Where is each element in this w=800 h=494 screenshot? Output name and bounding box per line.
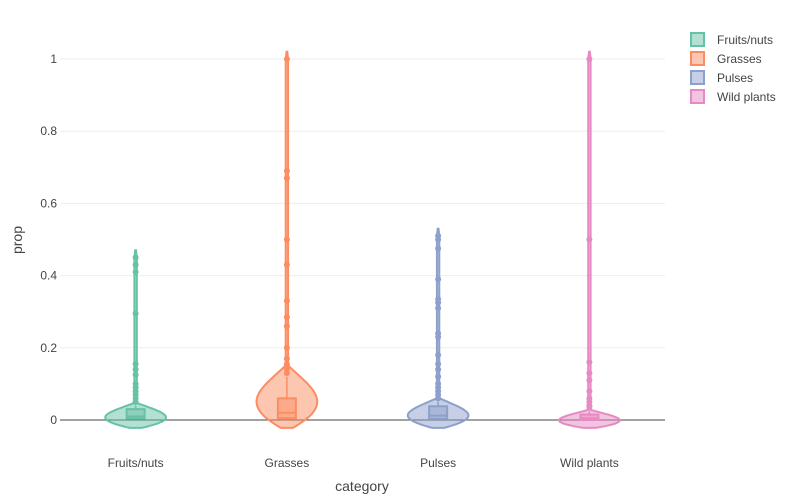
violin-shape (406, 227, 470, 429)
outlier-point[interactable] (283, 175, 290, 182)
legend-swatch (690, 51, 705, 66)
outlier-point[interactable] (283, 261, 290, 268)
box (276, 397, 297, 420)
gridlines (60, 58, 665, 349)
outlier-point[interactable] (283, 370, 290, 377)
legend-label: Wild plants (717, 90, 776, 104)
legend-label: Fruits/nuts (717, 33, 773, 47)
outlier-point[interactable] (586, 56, 593, 62)
y-tick-labels: 0 0.2 0.4 0.6 0.8 1 (40, 52, 57, 427)
outlier-point[interactable] (435, 305, 442, 312)
box (428, 405, 449, 420)
outlier-point[interactable] (283, 323, 290, 330)
x-tick-labels: Fruits/nuts Grasses Pulses Wild plants (108, 456, 619, 470)
legend-swatch (690, 32, 705, 47)
outlier-point[interactable] (283, 297, 290, 304)
outlier-point[interactable] (283, 236, 290, 243)
y-tick-label: 0.4 (40, 269, 57, 283)
legend-label: Pulses (717, 71, 753, 85)
outlier-point[interactable] (283, 314, 290, 321)
y-tick-label: 0.8 (40, 124, 57, 138)
y-tick-label: 0.6 (40, 196, 57, 210)
outlier-point[interactable] (132, 261, 139, 268)
outlier-point[interactable] (132, 361, 139, 368)
x-tick-label: Wild plants (560, 456, 619, 470)
outlier-point[interactable] (435, 366, 442, 373)
outlier-point[interactable] (435, 373, 442, 380)
legend-label: Grasses (717, 52, 762, 66)
y-tick-label: 1 (50, 52, 57, 66)
outlier-point[interactable] (586, 388, 593, 395)
y-tick-label: 0.2 (40, 341, 57, 355)
outlier-point[interactable] (435, 395, 442, 402)
outlier-point[interactable] (435, 245, 442, 252)
legend[interactable]: Fruits/nuts Grasses Pulses Wild plants (690, 32, 776, 104)
legend-swatch (690, 89, 705, 104)
violins (104, 50, 621, 429)
x-axis-title: category (335, 478, 389, 494)
outlier-point[interactable] (132, 310, 139, 317)
violin-grasses[interactable] (255, 50, 319, 429)
violin-fruits-nuts[interactable] (104, 249, 168, 429)
outlier-point[interactable] (283, 344, 290, 351)
outlier-point[interactable] (586, 377, 593, 384)
outlier-point[interactable] (435, 333, 442, 340)
outlier-point[interactable] (283, 167, 290, 174)
outlier-point[interactable] (132, 268, 139, 275)
outlier-point[interactable] (132, 371, 139, 378)
violin-pulses[interactable] (406, 227, 470, 429)
outlier-point[interactable] (283, 361, 290, 368)
outlier-point[interactable] (283, 56, 290, 62)
y-axis-title: prop (9, 226, 25, 254)
legend-item[interactable]: Grasses (690, 51, 762, 66)
outlier-point[interactable] (586, 359, 593, 366)
x-tick-label: Pulses (420, 456, 456, 470)
outlier-point[interactable] (435, 299, 442, 306)
outlier-point[interactable] (132, 366, 139, 373)
outlier-point[interactable] (435, 361, 442, 368)
legend-item[interactable]: Wild plants (690, 89, 776, 104)
outlier-point[interactable] (586, 370, 593, 377)
legend-item[interactable]: Fruits/nuts (690, 32, 773, 47)
outlier-point[interactable] (435, 352, 442, 359)
x-tick-label: Fruits/nuts (108, 456, 164, 470)
outlier-point[interactable] (283, 355, 290, 362)
outlier-point[interactable] (586, 236, 593, 243)
outlier-point[interactable] (435, 276, 442, 283)
outlier-point[interactable] (435, 236, 442, 243)
violin-shape (104, 249, 168, 429)
x-tick-label: Grasses (265, 456, 310, 470)
legend-item[interactable]: Pulses (690, 70, 753, 85)
outlier-point[interactable] (132, 398, 139, 405)
legend-swatch (690, 70, 705, 85)
violin-wild-plants[interactable] (557, 50, 621, 429)
outlier-point[interactable] (132, 254, 139, 261)
outlier-point[interactable] (586, 404, 593, 411)
y-tick-label: 0 (50, 413, 57, 427)
